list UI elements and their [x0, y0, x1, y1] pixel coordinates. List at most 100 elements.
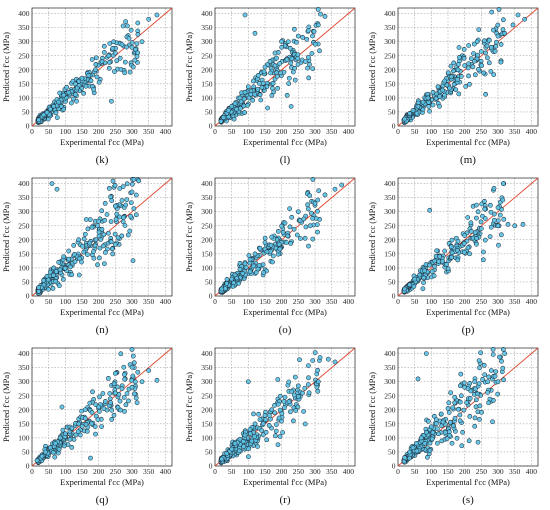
data-point: [101, 406, 107, 411]
scatter-plot: 00 50 50 100 100 150 150 200 200 250 250 300 300 350 3…: [1, 347, 173, 506]
points-group: [401, 181, 526, 295]
data-point: [270, 253, 276, 259]
data-point: [79, 75, 85, 81]
y-tick-label: 50: [22, 447, 30, 456]
data-point: [87, 400, 93, 406]
data-point: [457, 399, 463, 405]
data-point: [302, 385, 308, 391]
data-point: [465, 245, 471, 251]
data-point: [452, 394, 458, 400]
data-point: [497, 212, 503, 218]
data-point: [490, 347, 496, 352]
y-tick-label: 250: [384, 51, 396, 60]
data-point: [287, 45, 293, 51]
data-point: [468, 220, 474, 226]
plot-frame: [397, 7, 539, 127]
data-point: [262, 235, 268, 241]
data-point: [471, 41, 477, 47]
x-tick-label: 0: [396, 297, 400, 306]
data-point: [73, 92, 78, 97]
data-point: [133, 192, 139, 198]
data-point: [72, 81, 78, 87]
scatter-panel: 0 0 50 50 100 100 150 150 200 200 250 250 300 300 350 3…: [183, 340, 366, 510]
y-tick-label: 300: [201, 37, 213, 46]
data-point: [279, 223, 285, 229]
data-point: [467, 251, 472, 257]
data-point: [224, 451, 230, 456]
x-tick-label: 50: [228, 297, 236, 306]
data-point: [97, 409, 102, 414]
y-tick-label: 100: [18, 93, 30, 102]
data-point: [461, 380, 467, 386]
data-point: [286, 399, 292, 404]
data-point: [461, 56, 467, 61]
scatter-plot: 00 50 50 100 100 150 150 200 200 250 250 300 300 350 3…: [184, 347, 356, 506]
y-tick-label: 150: [201, 419, 213, 428]
data-point: [448, 419, 453, 425]
x-tick-label: 50: [411, 297, 419, 306]
data-point: [312, 41, 318, 47]
data-point: [112, 183, 118, 188]
data-point: [268, 70, 273, 76]
data-point: [133, 47, 138, 52]
data-point: [310, 177, 316, 182]
data-point: [264, 249, 270, 255]
data-point: [455, 77, 460, 82]
data-point: [123, 19, 128, 24]
y-tick-label: 250: [18, 51, 30, 60]
y-tick-label: 400: [18, 179, 30, 188]
data-point: [220, 115, 226, 120]
data-point: [304, 36, 310, 42]
data-point: [60, 276, 66, 282]
y-tick-label: 200: [201, 65, 213, 74]
data-point: [276, 415, 282, 421]
data-point: [255, 86, 261, 92]
data-point: [454, 247, 460, 253]
data-point: [120, 184, 126, 189]
x-tick-label: 0: [213, 467, 217, 476]
data-point: [135, 32, 141, 37]
data-point: [280, 430, 285, 435]
data-point: [225, 108, 231, 113]
data-point: [295, 33, 301, 39]
data-point: [269, 234, 275, 240]
data-point: [269, 93, 275, 98]
data-point: [275, 229, 281, 234]
data-point: [245, 379, 251, 385]
data-point: [122, 70, 127, 76]
data-point: [502, 30, 508, 36]
x-tick-label: 300: [492, 127, 504, 136]
data-point: [129, 189, 135, 195]
data-point: [307, 193, 313, 198]
x-tick-label: 150: [76, 127, 88, 136]
x-tick-label: 0: [213, 127, 217, 136]
data-point: [302, 59, 308, 64]
data-point: [457, 418, 463, 424]
data-point: [420, 99, 426, 105]
data-point: [56, 259, 62, 265]
data-point: [307, 223, 313, 229]
data-point: [464, 400, 469, 406]
data-point: [119, 233, 125, 239]
data-point: [119, 198, 125, 203]
data-point: [303, 224, 309, 230]
data-point: [482, 216, 488, 221]
data-point: [457, 55, 462, 60]
data-point: [107, 391, 113, 396]
data-point: [229, 276, 235, 282]
data-point: [241, 444, 247, 449]
y-tick-label: 100: [18, 433, 30, 442]
data-point: [488, 44, 494, 50]
data-point: [480, 377, 485, 382]
data-point: [53, 278, 59, 284]
data-point: [288, 104, 294, 109]
plot-frame: [31, 347, 173, 467]
data-point: [125, 232, 131, 238]
data-point: [449, 250, 455, 256]
data-point: [432, 258, 438, 264]
data-point: [67, 437, 73, 442]
data-point: [458, 371, 464, 377]
data-point: [128, 27, 134, 33]
data-point: [410, 445, 416, 451]
data-point: [288, 409, 293, 415]
